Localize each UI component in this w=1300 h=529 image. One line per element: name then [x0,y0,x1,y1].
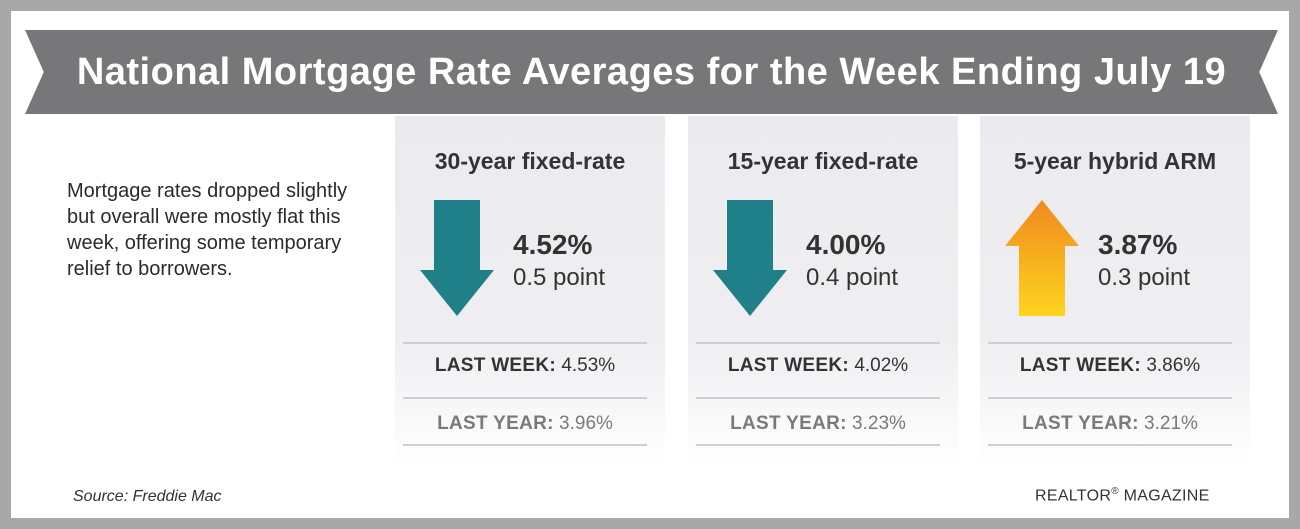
rate-card-5-year-arm: 5-year hybrid ARM 3.87% 0.3 point LAST W… [980,116,1250,466]
rate-change: 0.5 point [513,264,606,291]
last-week-value: 4.02% [854,355,909,376]
up-arrow-icon [1005,200,1079,316]
divider [988,397,1232,399]
card-title: 5-year hybrid ARM [1013,148,1217,174]
brand-name: REALTOR [1035,487,1112,505]
title-banner [25,30,1278,114]
rate-change: 0.4 point [806,264,899,291]
last-year-row: LAST YEAR: 3.21% [980,413,1240,435]
page-title: National Mortgage Rate Averages for the … [76,51,1227,93]
last-year-label: LAST YEAR: [437,413,554,434]
divider [988,342,1232,344]
divider [988,444,1232,446]
card-title: 15-year fixed-rate [727,148,919,174]
card-title: 30-year fixed-rate [434,148,626,174]
last-week-label: LAST WEEK: [434,355,557,376]
last-week-label: LAST WEEK: [1019,355,1142,376]
publisher-brand: REALTOR® MAGAZINE [1035,486,1210,505]
rate-change: 0.3 point [1098,264,1191,291]
divider [403,444,647,446]
last-year-label: LAST YEAR: [730,413,847,434]
last-week-label: LAST WEEK: [727,355,850,376]
divider [403,397,647,399]
last-week-row: LAST WEEK: 3.86% [980,355,1240,377]
intro-text: Mortgage rates dropped slightly but over… [67,180,348,280]
down-arrow-icon [420,200,494,316]
last-year-row: LAST YEAR: 3.96% [395,413,655,435]
source-note: Source: Freddie Mac [73,488,222,505]
divider [696,397,940,399]
last-year-row: LAST YEAR: 3.23% [688,413,948,435]
down-arrow-icon [713,200,787,316]
registered-mark: ® [1111,486,1119,497]
last-year-value: 3.96% [559,413,613,434]
rate-card-30-year: 30-year fixed-rate 4.52% 0.5 point LAST … [395,116,665,466]
last-week-value: 4.53% [561,355,616,376]
divider [696,444,940,446]
current-rate: 4.00% [806,229,886,260]
brand-suffix: MAGAZINE [1118,487,1210,505]
current-rate: 3.87% [1098,229,1178,260]
divider [403,342,647,344]
last-year-label: LAST YEAR: [1022,413,1139,434]
current-rate: 4.52% [513,229,593,260]
last-week-value: 3.86% [1146,355,1201,376]
divider [696,342,940,344]
last-week-row: LAST WEEK: 4.02% [688,355,948,377]
last-week-row: LAST WEEK: 4.53% [395,355,655,377]
rate-card-15-year: 15-year fixed-rate 4.00% 0.4 point LAST … [688,116,958,466]
last-year-value: 3.21% [1144,413,1198,434]
last-year-value: 3.23% [852,413,906,434]
